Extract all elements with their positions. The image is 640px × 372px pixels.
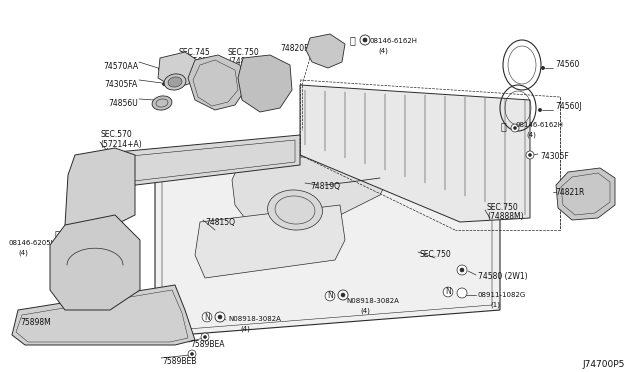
- Circle shape: [188, 350, 196, 358]
- Circle shape: [511, 124, 519, 132]
- Circle shape: [338, 290, 348, 300]
- Polygon shape: [158, 52, 200, 88]
- Text: Ⓑ: Ⓑ: [349, 35, 355, 45]
- Polygon shape: [65, 148, 135, 235]
- Text: SEC.745: SEC.745: [178, 48, 210, 57]
- Text: 08911-1082G: 08911-1082G: [478, 292, 526, 298]
- Polygon shape: [232, 150, 390, 225]
- Circle shape: [457, 265, 467, 275]
- Text: (57214+A): (57214+A): [100, 140, 141, 149]
- Circle shape: [191, 353, 193, 356]
- Polygon shape: [50, 215, 140, 310]
- Ellipse shape: [164, 74, 186, 90]
- Polygon shape: [85, 135, 300, 190]
- Text: N08918-3082A: N08918-3082A: [346, 298, 399, 304]
- Text: 08146-6162H: 08146-6162H: [370, 38, 418, 44]
- Circle shape: [363, 38, 367, 42]
- Circle shape: [215, 312, 225, 322]
- Text: 74305FA: 74305FA: [105, 80, 138, 89]
- Text: (4): (4): [378, 47, 388, 54]
- Circle shape: [159, 67, 161, 71]
- Polygon shape: [195, 205, 345, 278]
- Text: (1): (1): [490, 302, 500, 308]
- Text: (4): (4): [526, 131, 536, 138]
- Text: (5L150N): (5L150N): [176, 57, 212, 66]
- Circle shape: [341, 293, 345, 297]
- Text: N08918-3082A: N08918-3082A: [228, 316, 281, 322]
- Text: Ⓑ: Ⓑ: [500, 121, 506, 131]
- Text: SEC.750: SEC.750: [420, 250, 452, 259]
- Text: 74580 (2W1): 74580 (2W1): [478, 272, 527, 281]
- Text: 74819Q: 74819Q: [310, 182, 340, 191]
- Text: 74560: 74560: [555, 60, 579, 69]
- Circle shape: [457, 288, 467, 298]
- Text: N: N: [327, 292, 333, 301]
- Text: Ⓑ: Ⓑ: [54, 231, 61, 241]
- Polygon shape: [188, 55, 245, 110]
- Polygon shape: [556, 168, 615, 220]
- Polygon shape: [12, 285, 195, 345]
- Text: 74856U: 74856U: [108, 99, 138, 108]
- Circle shape: [460, 268, 464, 272]
- Polygon shape: [300, 85, 530, 222]
- Text: N: N: [445, 288, 451, 296]
- Circle shape: [538, 109, 541, 112]
- Text: 7589BEB: 7589BEB: [162, 357, 196, 366]
- Circle shape: [360, 35, 370, 45]
- Text: 74821R: 74821R: [555, 188, 584, 197]
- Circle shape: [529, 154, 531, 157]
- Ellipse shape: [168, 77, 182, 87]
- Ellipse shape: [152, 96, 172, 110]
- Circle shape: [201, 333, 209, 341]
- Polygon shape: [238, 55, 292, 112]
- Text: 74820R: 74820R: [280, 44, 310, 53]
- Circle shape: [204, 336, 207, 339]
- Text: 08146-6205H: 08146-6205H: [8, 240, 56, 246]
- Circle shape: [67, 232, 77, 242]
- Text: 75898M: 75898M: [20, 318, 51, 327]
- Text: 7481I: 7481I: [93, 214, 115, 223]
- Text: 74815Q: 74815Q: [205, 218, 235, 227]
- Text: (4): (4): [240, 326, 250, 333]
- Text: (4): (4): [360, 308, 370, 314]
- Circle shape: [526, 151, 534, 159]
- Text: (74888M): (74888M): [487, 212, 524, 221]
- Circle shape: [513, 126, 516, 129]
- Circle shape: [541, 67, 545, 70]
- Text: SEC.750: SEC.750: [227, 48, 259, 57]
- Text: SEC.750: SEC.750: [487, 203, 519, 212]
- Polygon shape: [306, 34, 345, 68]
- Text: J74700P5: J74700P5: [582, 360, 625, 369]
- Polygon shape: [155, 128, 500, 337]
- Text: (74842): (74842): [228, 57, 258, 66]
- Circle shape: [70, 235, 74, 239]
- Text: (4): (4): [18, 250, 28, 257]
- Circle shape: [156, 99, 159, 103]
- Text: SEC.570: SEC.570: [100, 130, 132, 139]
- Ellipse shape: [268, 190, 323, 230]
- Text: N: N: [204, 312, 210, 321]
- Circle shape: [218, 315, 222, 319]
- Text: 7589BEA: 7589BEA: [190, 340, 225, 349]
- Text: 08146-6162H: 08146-6162H: [516, 122, 564, 128]
- Circle shape: [163, 83, 166, 86]
- Text: 74570AA: 74570AA: [103, 62, 138, 71]
- Text: 74560J: 74560J: [555, 102, 582, 111]
- Text: 74305F: 74305F: [540, 152, 569, 161]
